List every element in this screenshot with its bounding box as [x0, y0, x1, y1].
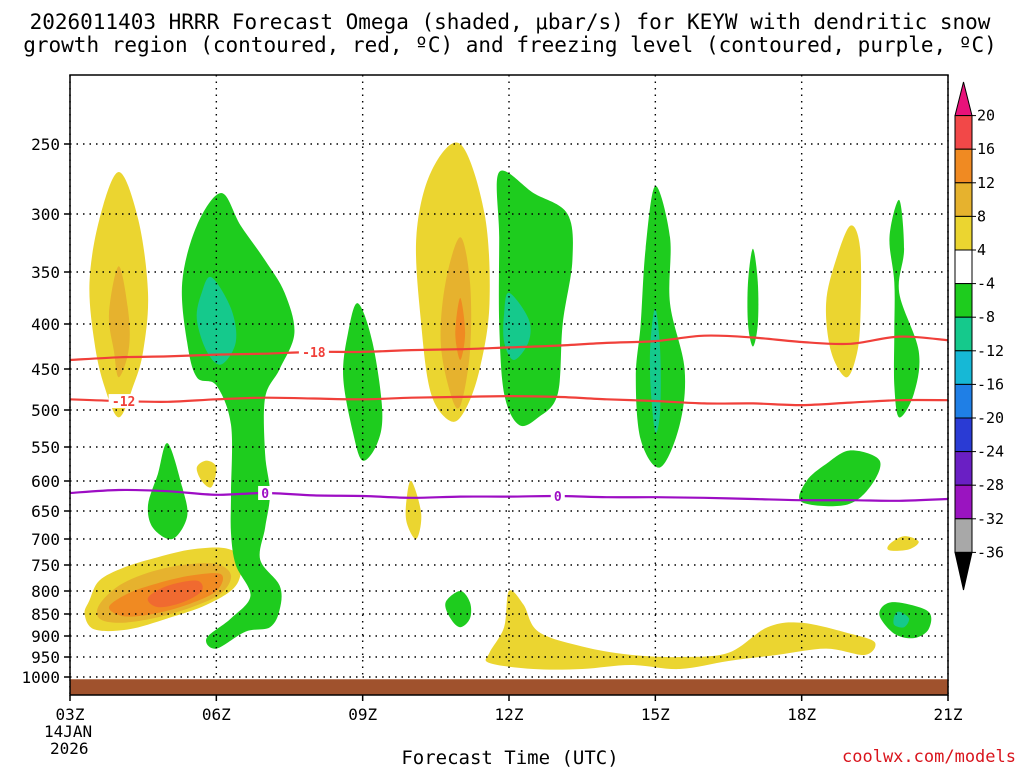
- colorbar-label-9: -20: [977, 409, 1004, 427]
- colorbar-label-3: 8: [977, 207, 986, 225]
- colorbar-label-11: -28: [977, 476, 1004, 494]
- y-tick-label-900: 900: [31, 627, 60, 646]
- x-date-line2: 2026: [50, 739, 89, 758]
- omega-region-rising-10: [455, 298, 466, 360]
- omega-region-rising-12: [825, 225, 862, 378]
- x-tick-label-06Z: 06Z: [202, 705, 231, 724]
- dgz-minus18-label-1: -18: [302, 346, 326, 361]
- colorbar-label-6: -8: [977, 308, 995, 326]
- x-tick-label-12Z: 12Z: [495, 705, 524, 724]
- dgz-minus12-label-bg-1: [108, 394, 139, 409]
- omega-region-sinking-26: [893, 611, 910, 628]
- colorbar-label-12: -32: [977, 510, 1004, 528]
- chart-title-line2: growth region (contoured, red, ºC) and f…: [23, 33, 997, 57]
- omega-region-sinking-27: [445, 591, 472, 628]
- y-tick-label-950: 950: [31, 648, 60, 667]
- y-tick-label-600: 600: [31, 472, 60, 491]
- colorbar-bottom-triangle: [954, 551, 973, 591]
- x-tick-label-03Z: 03Z: [56, 705, 85, 724]
- y-tick-label-800: 800: [31, 582, 60, 601]
- surface-ground-fill: [70, 679, 948, 695]
- freezing-level-label-1: 0: [261, 487, 269, 502]
- x-date-line1: 14JAN: [44, 722, 92, 741]
- omega-region-sinking-18: [496, 170, 573, 427]
- y-tick-label-250: 250: [31, 135, 60, 154]
- y-tick-label-850: 850: [31, 605, 60, 624]
- dgz-minus12-line: [69, 394, 949, 407]
- y-tick-label-750: 750: [31, 556, 60, 575]
- omega-region-rising-13: [887, 536, 919, 551]
- x-axis-title: Forecast Time (UTC): [401, 747, 618, 768]
- colorbar-label-1: 16: [977, 140, 995, 158]
- y-tick-label-300: 300: [31, 205, 60, 224]
- x-tick-label-15Z: 15Z: [641, 705, 670, 724]
- omega-region-rising-6: [196, 460, 217, 488]
- omega-region-rising-7: [405, 480, 422, 540]
- omega-region-sinking-22: [747, 248, 759, 347]
- colorbar-label-7: -12: [977, 342, 1004, 360]
- colorbar-box-12: [954, 518, 973, 553]
- y-tick-label-500: 500: [31, 401, 60, 420]
- y-axis-ticks: 250 300 350 400 450 500 550 600 650 700 750 800 850 9…: [21, 135, 70, 687]
- y-tick-label-700: 700: [31, 530, 60, 549]
- colorbar-label-5: -4: [977, 275, 995, 293]
- y-tick-label-400: 400: [31, 315, 60, 334]
- colorbar-box-9: [954, 417, 973, 453]
- contour-lines: -18 -12 0 0: [69, 334, 949, 505]
- freezing-level-label-bg-1: [258, 486, 273, 500]
- omega-region-sinking-20: [635, 185, 686, 468]
- omega-region-sinking-23: [799, 450, 881, 507]
- colorbar-box-10: [954, 451, 973, 486]
- y-tick-label-550: 550: [31, 438, 60, 457]
- colorbar-box-1: [954, 148, 973, 184]
- colorbar-label-10: -24: [977, 443, 1004, 461]
- freezing-level-label-2: 0: [554, 490, 562, 505]
- y-tick-label-350: 350: [31, 263, 60, 282]
- x-tick-label-09Z: 09Z: [348, 705, 377, 724]
- y-tick-label-1000: 1000: [21, 668, 60, 687]
- omega-region-sinking-24: [889, 199, 920, 418]
- y-tick-label-650: 650: [31, 502, 60, 521]
- dgz-minus12-label-1: -12: [112, 395, 135, 410]
- colorbar-box-11: [954, 484, 973, 520]
- omega-region-rising-11: [485, 590, 876, 670]
- colorbar-label-8: -16: [977, 375, 1004, 393]
- colorbar-label-13: -36: [977, 543, 1004, 561]
- colorbar-box-5: [954, 283, 973, 318]
- colorbar-label-2: 12: [977, 174, 995, 192]
- colorbar-label-4: 4: [977, 241, 986, 259]
- omega-region-sinking-15: [196, 276, 237, 365]
- y-tick-label-450: 450: [31, 360, 60, 379]
- credit-text: coolwx.com/models: [842, 747, 1016, 767]
- dgz-minus18-label-bg-1: [298, 344, 329, 359]
- x-tick-label-18Z: 18Z: [787, 705, 816, 724]
- freezing-level-line: [69, 488, 949, 502]
- omega-region-sinking-19: [503, 292, 531, 360]
- ground-strip: [70, 679, 948, 695]
- colorbar: 20 16 12 8 4 -4 -8 -12 -16 -20 -24 -28 -32 -36: [954, 81, 1004, 591]
- colorbar-box-4: [954, 249, 973, 285]
- colorbar-box-6: [954, 316, 973, 352]
- omega-region-rising-3: [147, 580, 203, 608]
- omega-region-rising-5: [108, 266, 130, 378]
- colorbar-box-3: [954, 215, 973, 251]
- colorbar-box-0: [954, 115, 973, 150]
- x-axis-ticks: 03Z 06Z 09Z 12Z 15Z 18Z 21Z: [56, 695, 963, 724]
- colorbar-top-triangle: [954, 81, 973, 117]
- x-tick-label-21Z: 21Z: [934, 705, 963, 724]
- dgz-minus18-line: [69, 334, 949, 362]
- colorbar-box-8: [954, 383, 973, 419]
- freezing-level-label-bg-2: [550, 489, 565, 503]
- colorbar-label-0: 20: [977, 107, 995, 125]
- colorbar-box-2: [954, 182, 973, 217]
- chart-title-line1: 2026011403 HRRR Forecast Omega (shaded, …: [30, 10, 991, 34]
- colorbar-box-7: [954, 350, 973, 385]
